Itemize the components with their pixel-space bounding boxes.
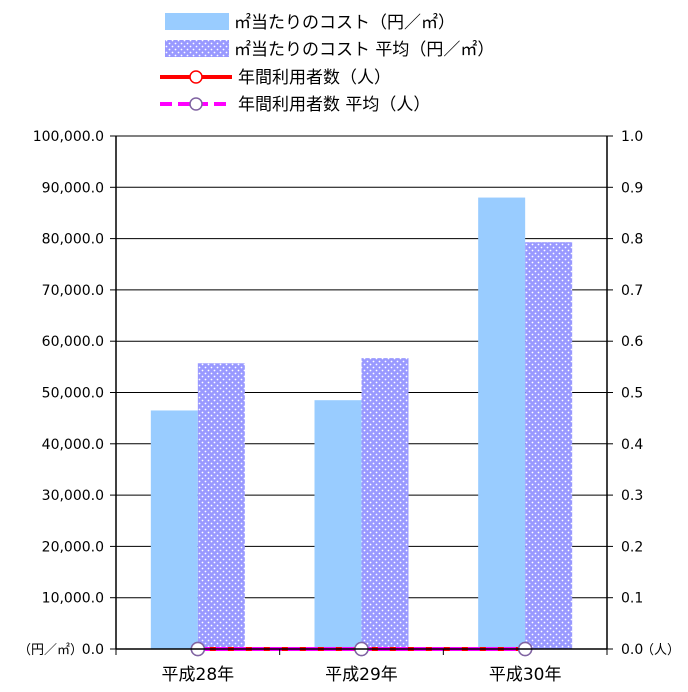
y-axis-right-tick-label: 0.5	[621, 386, 643, 402]
y-axis-right-tick-label: 0.4	[621, 437, 643, 453]
bars	[150, 197, 573, 650]
y-axis-left-ticks: 0.0 10,000.0 20,000.0 30,000.0 40,000.0 50,00…	[33, 129, 104, 658]
y-axis-left-tick-label: 40,000.0	[42, 437, 104, 453]
y-axis-right-tick-label: 1.0	[621, 129, 643, 145]
y-axis-left-tick-label: 10,000.0	[42, 591, 104, 607]
legend-swatch-cost-average	[165, 40, 229, 57]
y-axis-left-tick-label: 0.0	[82, 642, 104, 658]
y-axis-right-tick-label: 0.0	[621, 642, 643, 658]
legend-marker-users-average	[189, 97, 203, 111]
y-axis-right-tick-label: 0.7	[621, 283, 643, 299]
y-axis-left-tick-label: 60,000.0	[42, 334, 104, 350]
x-axis-categories: 平成28年 平成29年 平成30年	[162, 665, 562, 685]
legend: ㎡当たりのコスト（円／㎡） ㎡当たりのコスト 平均（円／㎡） 年間利用者数（人）…	[160, 13, 494, 115]
y-axis-right-tick-label: 0.2	[621, 539, 643, 555]
y-axis-right-tick-label: 0.1	[621, 591, 643, 607]
y-axis-left-tick-label: 30,000.0	[42, 488, 104, 504]
bar-cost-0	[150, 410, 198, 649]
legend-marker-users	[189, 70, 203, 84]
bar-cost-average-1	[361, 358, 409, 649]
x-axis-category-label: 平成28年	[162, 665, 235, 685]
legend-label-users: 年間利用者数（人）	[238, 68, 391, 88]
bar-cost-average-0	[197, 363, 245, 649]
y-axis-right-tick-label: 0.8	[621, 232, 643, 248]
legend-label-cost: ㎡当たりのコスト（円／㎡）	[234, 13, 455, 33]
legend-swatch-cost	[165, 13, 229, 30]
y-axis-right-tick-label: 0.3	[621, 488, 643, 504]
bar-cost-1	[314, 400, 362, 649]
y-axis-left-tick-label: 50,000.0	[42, 386, 104, 402]
legend-label-users-average: 年間利用者数 平均（人）	[238, 95, 430, 115]
y-axis-left-tick-label: 100,000.0	[33, 129, 104, 145]
y-axis-left-tick-label: 20,000.0	[42, 539, 104, 555]
y-axis-left-tick-label: 80,000.0	[42, 232, 104, 248]
x-axis-category-label: 平成30年	[489, 665, 562, 685]
bar-cost-average-2	[525, 242, 573, 650]
y-axis-right-unit: （人）	[641, 643, 680, 658]
x-axis-category-label: 平成29年	[325, 665, 398, 685]
y-axis-left-tick-label: 90,000.0	[42, 180, 104, 196]
legend-label-cost-average: ㎡当たりのコスト 平均（円／㎡）	[234, 40, 494, 60]
y-axis-right-tick-label: 0.6	[621, 334, 643, 350]
y-axis-right-ticks: 0.0 0.1 0.2 0.3 0.4 0.5 0.6 0.7 0.8 0.9 1.0	[621, 129, 643, 658]
y-axis-left-tick-label: 70,000.0	[42, 283, 104, 299]
y-axis-left-unit: （円／㎡）	[18, 643, 83, 658]
y-axis-right-tick-label: 0.9	[621, 180, 643, 196]
bar-cost-2	[478, 197, 526, 649]
axes	[110, 135, 613, 655]
